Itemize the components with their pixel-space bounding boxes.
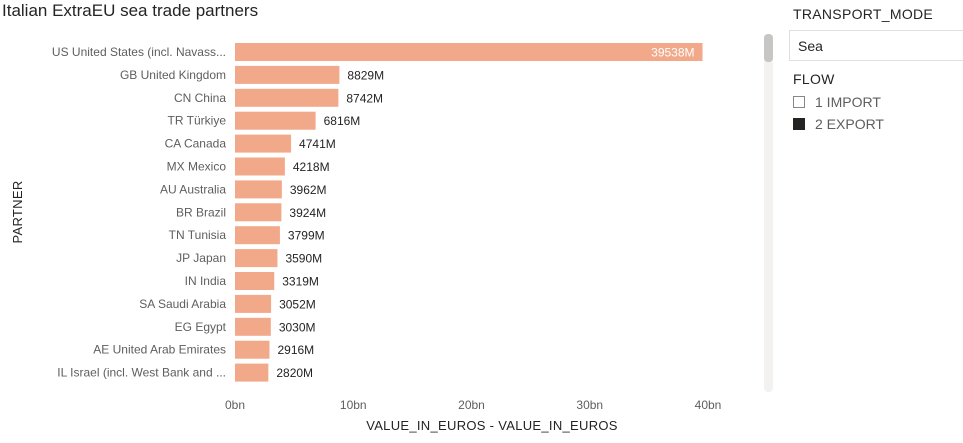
category-label: AE United Arab Emirates [93, 343, 226, 357]
bar[interactable] [235, 363, 269, 382]
bar[interactable] [235, 203, 282, 222]
category-label: TR Türkiye [168, 114, 227, 128]
data-label: 8829M [347, 68, 384, 82]
y-axis-title: PARTNER [10, 180, 25, 243]
category-label: MX Mexico [167, 160, 227, 174]
transport-mode-selected-value: Sea [798, 38, 823, 54]
flow-export-checkbox[interactable] [793, 118, 805, 130]
data-label: 3924M [289, 206, 326, 220]
bar[interactable] [235, 88, 339, 107]
x-tick-label: 40bn [695, 398, 722, 412]
x-tick-label: 30bn [576, 398, 603, 412]
bar[interactable] [235, 249, 278, 268]
data-label: 3962M [290, 183, 327, 197]
x-tick-label: 10bn [340, 398, 367, 412]
chart-scrollbar[interactable] [764, 34, 773, 392]
transport-mode-dropdown[interactable]: Sea [789, 30, 963, 61]
flow-import-checkbox[interactable] [793, 96, 805, 108]
bar[interactable] [235, 111, 316, 130]
flow-option-export[interactable]: 2 EXPORT [793, 115, 884, 133]
category-label: GB United Kingdom [120, 68, 226, 82]
data-label: 6816M [324, 114, 361, 128]
data-label: 3319M [282, 275, 319, 289]
bar[interactable] [235, 226, 280, 245]
data-label: 3799M [288, 229, 325, 243]
bar[interactable] [235, 157, 285, 176]
category-label: EG Egypt [175, 320, 227, 334]
category-label: CA Canada [165, 137, 227, 151]
data-label: 2820M [276, 366, 313, 380]
category-label: SA Saudi Arabia [139, 297, 226, 311]
transport-mode-slicer-title: TRANSPORT_MODE [793, 6, 934, 22]
category-label: US United States (incl. Navass... [52, 45, 226, 59]
category-label: IL Israel (incl. West Bank and ... [57, 366, 226, 380]
x-tick-label: 0bn [225, 398, 245, 412]
flow-option-label: 2 EXPORT [815, 116, 884, 132]
flow-option-import[interactable]: 1 IMPORT [793, 93, 881, 111]
bar[interactable] [235, 134, 292, 153]
bars-layer: US United States (incl. Navass... 39538M G… [52, 43, 703, 382]
data-label: 3052M [279, 297, 316, 311]
chart-scrollbar-thumb[interactable] [764, 34, 773, 62]
bar[interactable] [235, 65, 340, 84]
bar[interactable] [235, 180, 282, 199]
data-label: 4741M [299, 137, 336, 151]
category-label: BR Brazil [176, 205, 226, 219]
bar[interactable] [235, 272, 275, 290]
category-label: AU Australia [160, 182, 226, 196]
data-label: 2916M [277, 343, 314, 357]
bar[interactable] [235, 340, 270, 359]
data-label: 39538M [651, 46, 694, 60]
x-tick-label: 20bn [458, 398, 485, 412]
x-axis-title: VALUE_IN_EUROS - VALUE_IN_EUROS [366, 418, 618, 433]
category-label: TN Tunisia [169, 228, 227, 242]
data-label: 3590M [285, 252, 322, 266]
category-label: IN India [185, 274, 227, 288]
chart-title: Italian ExtraEU sea trade partners [2, 1, 259, 20]
x-axis-ticks: 0bn 10bn 20bn 30bn 40bn [225, 398, 721, 412]
category-label: JP Japan [176, 251, 226, 265]
bar[interactable] [235, 43, 703, 61]
data-label: 3030M [279, 320, 316, 334]
bar[interactable] [235, 317, 271, 336]
category-label: CN China [174, 91, 226, 105]
bar[interactable] [235, 294, 272, 313]
flow-slicer-title: FLOW [793, 71, 835, 87]
bar-chart: US United States (incl. Navass... 39538M G… [10, 43, 721, 433]
flow-option-label: 1 IMPORT [815, 94, 881, 110]
data-label: 8742M [346, 91, 383, 105]
data-label: 4218M [293, 160, 330, 174]
